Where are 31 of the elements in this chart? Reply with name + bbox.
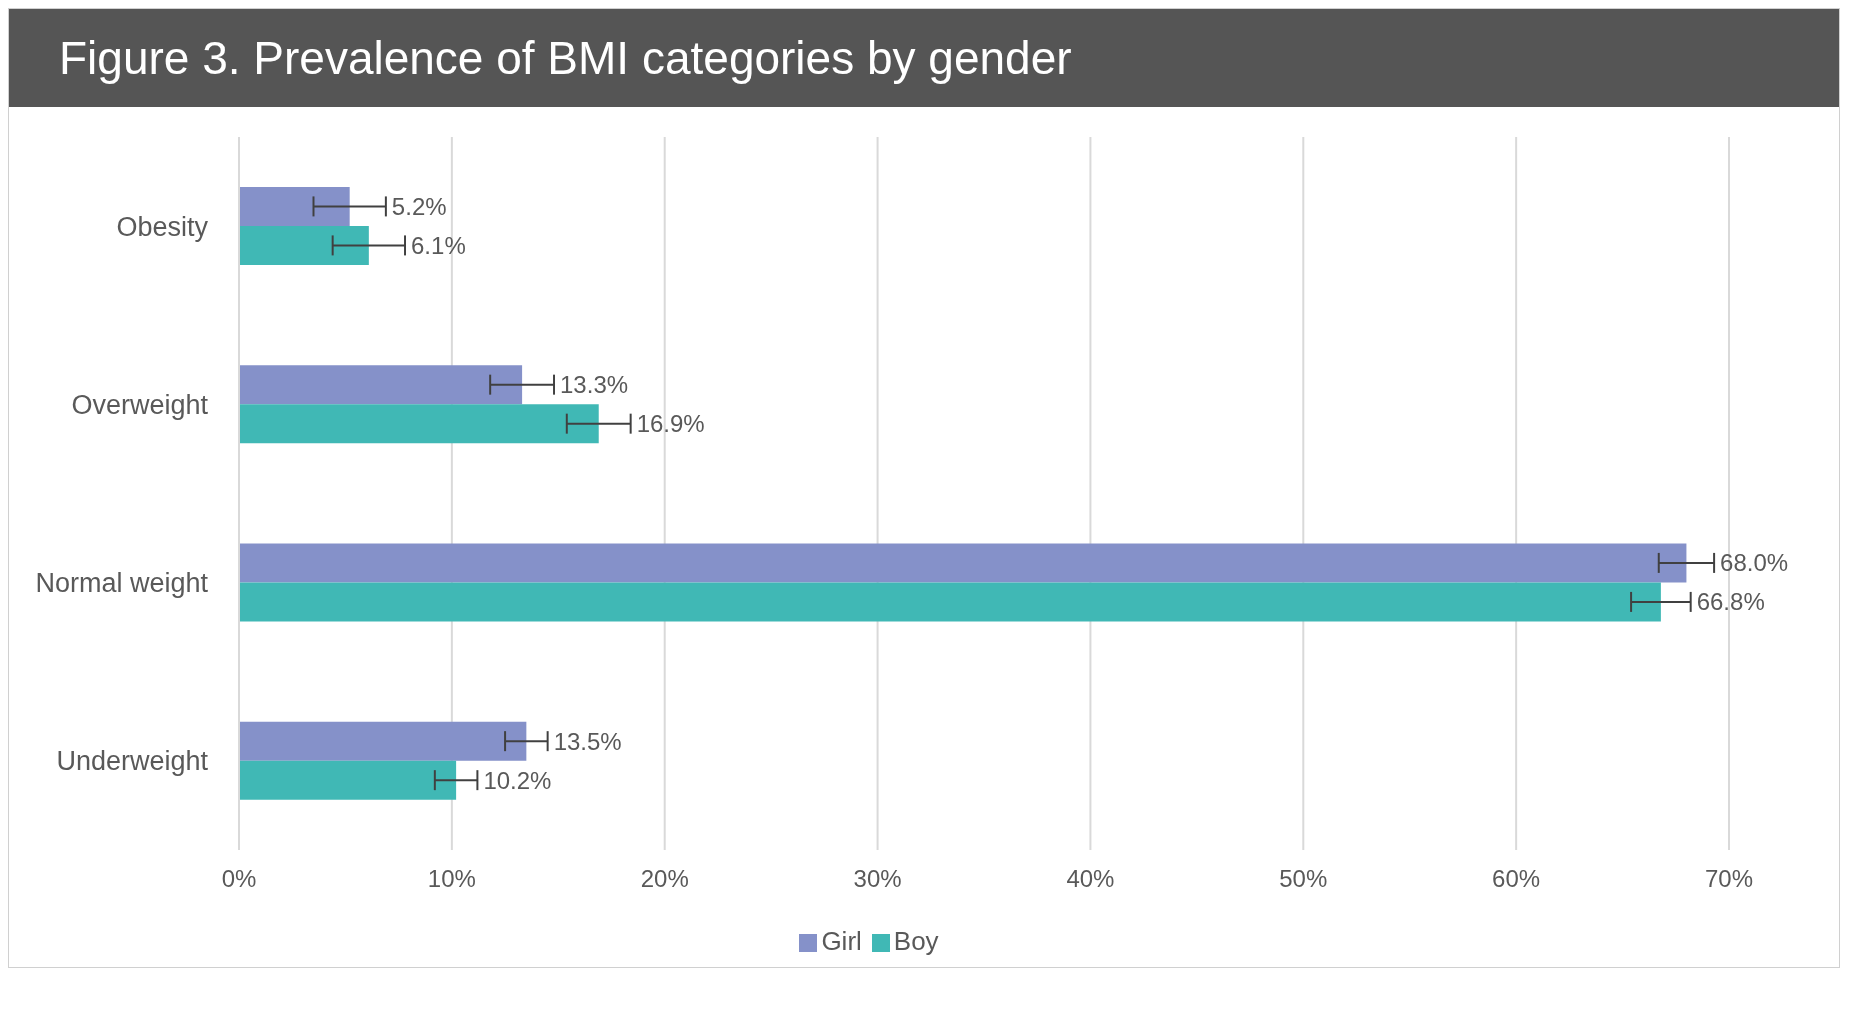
bar [239,543,1687,583]
chart-title: Figure 3. Prevalence of BMI categories by gender [9,9,1839,107]
bar [239,404,599,444]
bar [239,760,457,800]
bar [239,225,369,265]
x-tick-label: 20% [640,865,689,893]
bar [239,186,350,226]
y-tick-label: Underweight [56,746,209,777]
bar [239,721,527,761]
x-tick-label: 10% [427,865,476,893]
y-tick-label: Overweight [71,389,209,420]
x-tick-label: 30% [853,865,902,893]
x-tick-label: 40% [1066,865,1115,893]
data-label: 10.2% [483,766,552,794]
x-tick-label: 70% [1704,865,1754,893]
bar [239,582,1661,622]
data-label: 68.0% [1720,549,1789,577]
legend-label: Girl [821,926,862,956]
y-tick-label: Obesity [116,211,209,242]
x-tick-label: 50% [1279,865,1328,893]
data-label: 66.8% [1696,588,1765,616]
x-tick-label: 60% [1492,865,1541,893]
data-label: 16.9% [636,410,705,438]
bar [239,365,523,405]
y-tick-label: Normal weight [35,568,209,599]
x-tick-label: 0% [221,865,257,893]
data-label: 6.1% [411,231,466,259]
data-label: 13.3% [560,371,629,399]
legend-label: Boy [893,926,939,956]
data-label: 5.2% [391,192,447,220]
data-label: 13.5% [553,727,622,755]
